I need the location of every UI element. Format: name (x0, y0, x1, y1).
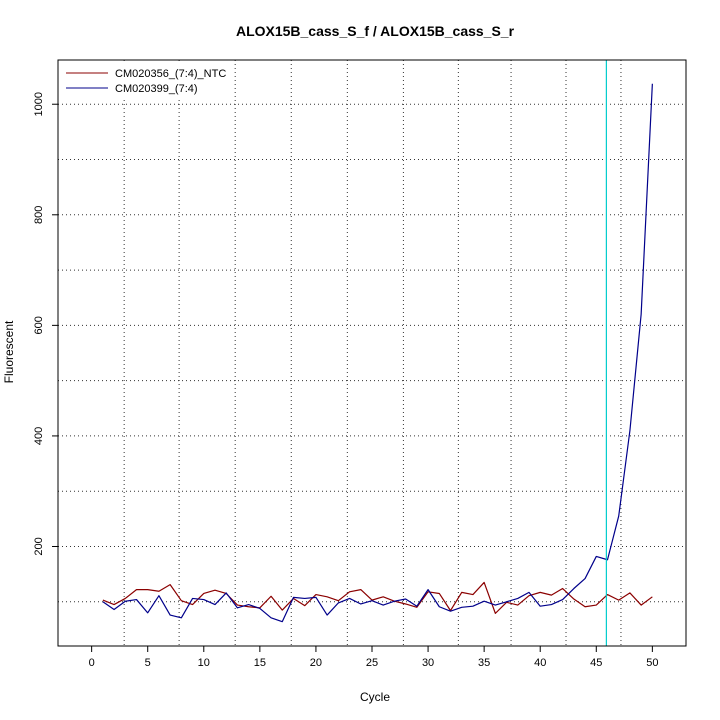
y-tick-label: 400 (33, 427, 45, 445)
x-tick-label: 50 (646, 657, 658, 669)
series-layer (102, 83, 653, 623)
x-tick-label: 45 (590, 657, 602, 669)
x-tick-label: 0 (89, 657, 95, 669)
x-tick-label: 15 (254, 657, 266, 669)
x-tick-label: 25 (366, 657, 378, 669)
legend-label-sample: CM020399_(7:4) (115, 83, 198, 95)
x-tick-label: 5 (145, 657, 151, 669)
x-axis-label: Cycle (360, 690, 390, 704)
y-tick-label: 600 (33, 316, 45, 334)
legend: CM020356_(7:4)_NTC CM020399_(7:4) (59, 61, 227, 99)
legend-label-ntc: CM020356_(7:4)_NTC (115, 68, 226, 80)
chart-title: ALOX15B_cass_S_f / ALOX15B_cass_S_r (236, 23, 515, 39)
series-line-0 (102, 581, 653, 614)
series-line-1 (102, 83, 653, 623)
grid-layer (58, 60, 686, 646)
x-tick-label: 20 (310, 657, 322, 669)
x-axis: 0 5 10 15 20 25 30 35 40 45 50 (89, 645, 658, 669)
x-tick-label: 40 (534, 657, 546, 669)
legend-box (59, 61, 227, 99)
x-tick-label: 35 (478, 657, 490, 669)
y-tick-label: 200 (33, 537, 45, 555)
x-tick-label: 10 (198, 657, 210, 669)
y-axis: 200 400 600 800 1000 (33, 92, 59, 556)
y-tick-label: 1000 (33, 92, 45, 116)
y-tick-label: 800 (33, 206, 45, 224)
y-axis-label: Fluorescent (2, 320, 16, 383)
x-tick-label: 30 (422, 657, 434, 669)
